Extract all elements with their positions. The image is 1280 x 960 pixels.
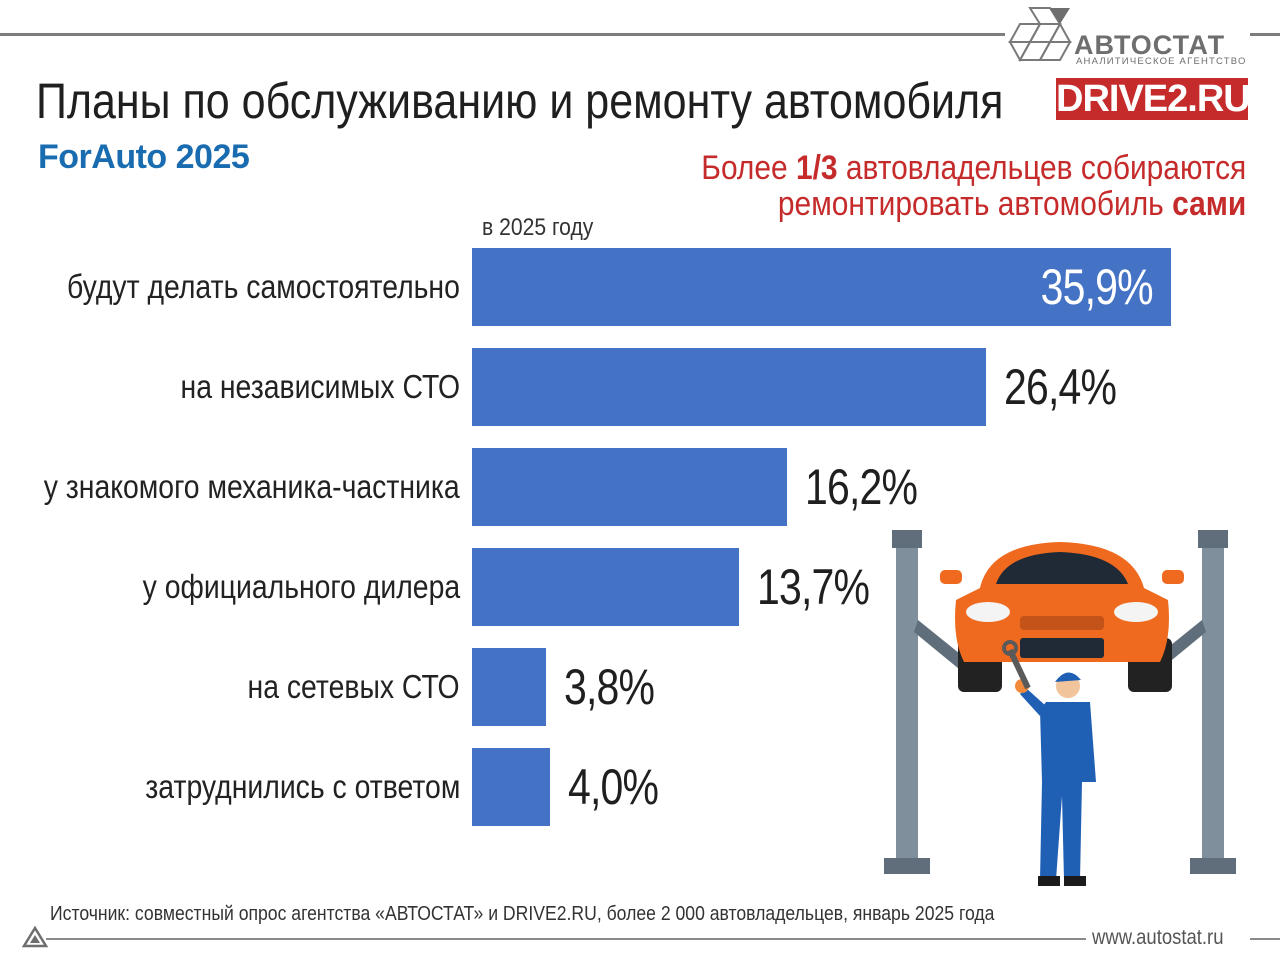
bar <box>472 448 787 526</box>
bar-category-label: у официального дилера <box>142 568 460 605</box>
page-title: Планы по обслуживанию и ремонту автомоби… <box>36 73 1004 129</box>
bar <box>472 748 550 826</box>
top-divider <box>0 33 1005 36</box>
bar <box>472 648 546 726</box>
callout-text: Более <box>701 149 796 187</box>
bar-value-label: 4,0% <box>568 759 659 815</box>
bottom-divider-right <box>1250 938 1280 940</box>
bar-category-label: на сетевых СТО <box>247 668 460 705</box>
mechanic-car-lift-illustration <box>870 520 1270 890</box>
page-subtitle: ForAuto 2025 <box>38 138 250 176</box>
bar <box>472 348 986 426</box>
bar <box>472 548 739 626</box>
bar-value-label: 35,9% <box>1040 259 1154 315</box>
bar-category-label: будут делать самостоятельно <box>67 268 460 305</box>
bar-value-label: 26,4% <box>1004 359 1117 415</box>
logo-name: АВТОСТАТ <box>1074 30 1226 60</box>
drive2-logo: DRIVE2.RU <box>1056 78 1251 120</box>
bar-category-label: затруднились с ответом <box>144 768 460 805</box>
series-label: в 2025 году <box>482 214 594 241</box>
bottom-divider <box>46 938 1086 940</box>
callout-text: ремонтировать автомобиль <box>777 185 1172 223</box>
bar-value-label: 3,8% <box>564 659 655 715</box>
bar-value-label: 13,7% <box>757 559 870 615</box>
highlight-callout: Более 1/3 автовладельцев собираются ремо… <box>701 150 1246 222</box>
bar-value-label: 16,2% <box>805 459 918 515</box>
bar <box>472 248 1171 326</box>
bar-category-label: у знакомого механика-частника <box>44 468 460 505</box>
autostat-logo: АВТОСТАТ АНАЛИТИЧЕСКОЕ АГЕНТСТВО <box>1008 2 1253 68</box>
callout-emphasis: 1/3 <box>795 149 838 187</box>
callout-line-2: ремонтировать автомобиль сами <box>701 186 1246 222</box>
site-link[interactable]: www.autostat.ru <box>1092 926 1224 949</box>
source-note: Источник: совместный опрос агентства «АВ… <box>50 903 995 925</box>
callout-line-1: Более 1/3 автовладельцев собираются <box>701 150 1246 186</box>
autostat-logo-icon <box>1008 7 1072 63</box>
callout-text: автовладельцев собираются <box>837 149 1246 187</box>
bar-category-label: на независимых СТО <box>180 368 460 405</box>
logo-tagline: АНАЛИТИЧЕСКОЕ АГЕНТСТВО <box>1076 56 1247 67</box>
autostat-triangle-icon <box>22 926 48 948</box>
callout-emphasis: сами <box>1171 185 1246 223</box>
top-divider-right <box>1250 33 1280 36</box>
